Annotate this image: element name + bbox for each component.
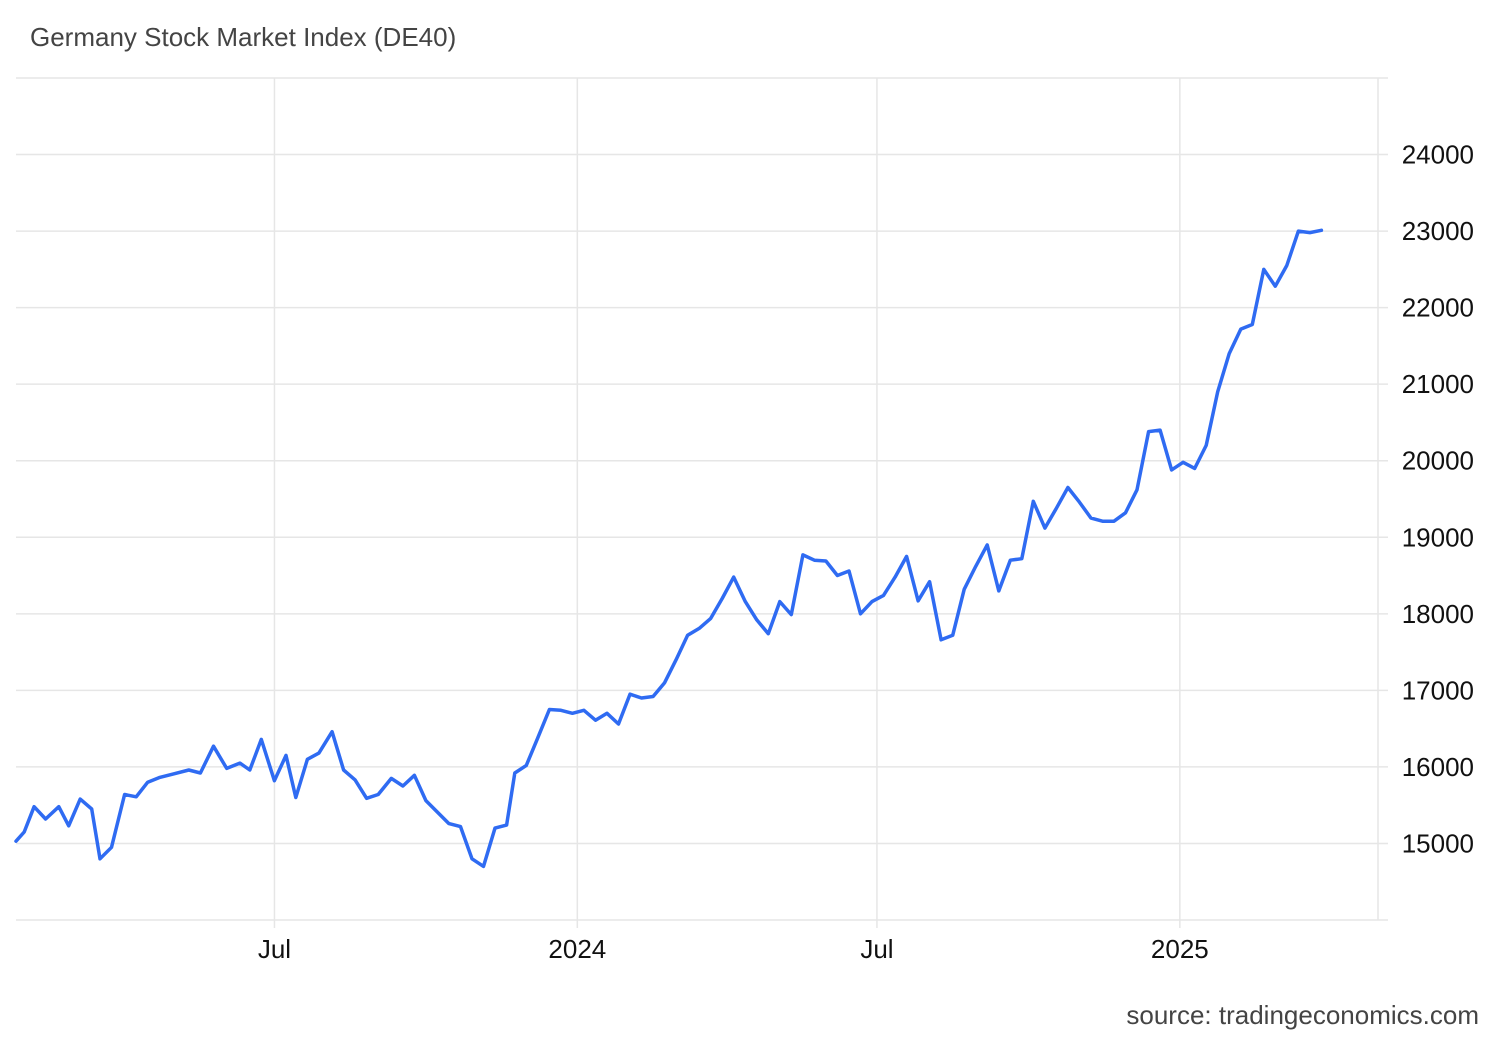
gridlines xyxy=(16,78,1388,920)
x-tick-label: Jul xyxy=(258,934,291,964)
y-tick-label: 20000 xyxy=(1402,446,1474,476)
axes xyxy=(16,77,1388,928)
y-tick-label: 24000 xyxy=(1402,140,1474,170)
y-tick-label: 19000 xyxy=(1402,522,1474,552)
source-note: source: tradingeconomics.com xyxy=(1126,1000,1479,1030)
y-tick-label: 17000 xyxy=(1402,675,1474,705)
x-tick-label: 2024 xyxy=(548,934,606,964)
x-tick-label: 2025 xyxy=(1151,934,1209,964)
chart-title: Germany Stock Market Index (DE40) xyxy=(30,22,457,52)
series-layer xyxy=(14,228,1324,869)
y-tick-label: 23000 xyxy=(1402,216,1474,246)
series-line-0 xyxy=(14,228,1324,869)
y-tick-label: 18000 xyxy=(1402,599,1474,629)
y-tick-label: 22000 xyxy=(1402,293,1474,323)
tick-labels: 15000 16000 17000 18000 19000 20000 21000 22000… xyxy=(258,140,1474,964)
y-tick-label: 16000 xyxy=(1402,752,1474,782)
y-tick-label: 21000 xyxy=(1402,369,1474,399)
x-tick-label: Jul xyxy=(860,934,893,964)
y-tick-label: 15000 xyxy=(1402,828,1474,858)
